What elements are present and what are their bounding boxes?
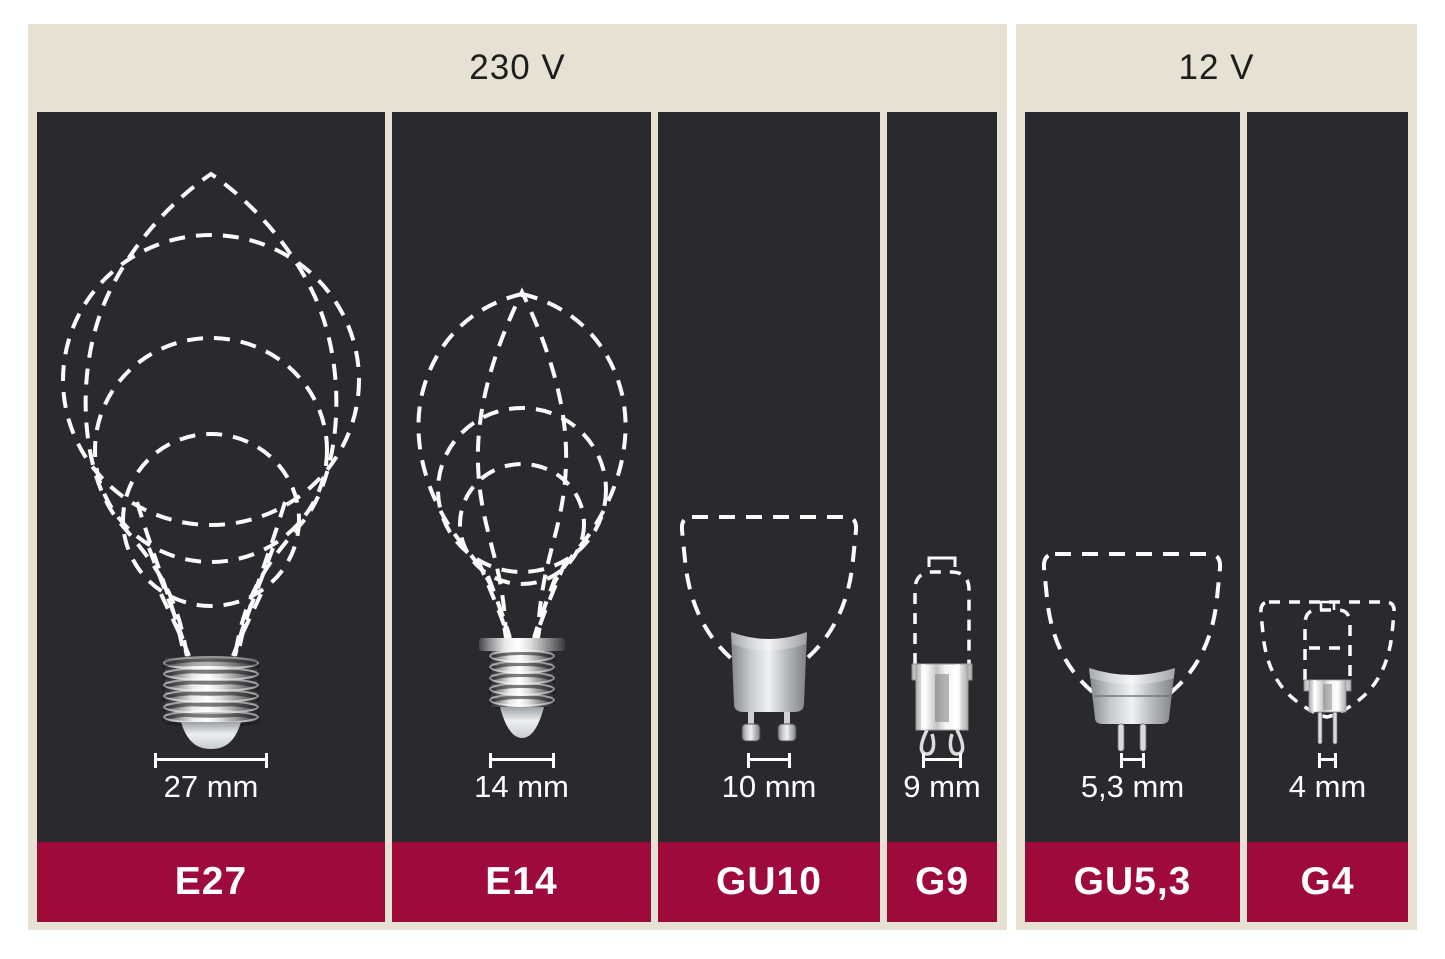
g4-glass-base-illustration	[1303, 679, 1352, 745]
voltage-header-230v: 230 V	[469, 48, 566, 87]
e14-socket-name: E14	[485, 860, 558, 903]
e14-diameter-label: 14 mm	[474, 769, 569, 804]
gu10-socket-name: GU10	[716, 860, 822, 903]
socket-column-e14: 14 mm E14	[392, 112, 651, 922]
gu53-bulb-outline-icon	[1041, 552, 1223, 752]
gu53-bulb-area: 5,3 mm	[1025, 112, 1240, 842]
e14-label-bar: E14	[392, 842, 651, 922]
g9-glass-base-illustration	[911, 663, 973, 756]
gu53-base-illustration	[1089, 668, 1175, 752]
e14-bulb-area: 14 mm	[392, 112, 651, 842]
gu53-pins	[1117, 723, 1147, 752]
columns-12v: 5,3 mm GU5,3	[1025, 112, 1408, 922]
g9-label-bar: G9	[887, 842, 997, 922]
e27-diameter-label: 27 mm	[163, 769, 259, 804]
gu10-measurement: 10 mm	[658, 753, 880, 804]
gu53-label-bar: GU5,3	[1025, 842, 1240, 922]
e14-measure-line	[488, 753, 555, 768]
panel-12v: 12 V	[1016, 24, 1417, 930]
g9-measurement: 9 mm	[887, 753, 997, 804]
gu10-measure-line	[747, 753, 791, 768]
e14-screw-base-illustration	[479, 638, 565, 738]
socket-column-e27: 27 mm E27	[37, 112, 385, 922]
g9-socket-name: G9	[914, 860, 970, 903]
socket-column-gu53: 5,3 mm GU5,3	[1025, 112, 1240, 922]
g4-dashed-reflector-and-capsule-shapes	[1259, 600, 1396, 719]
g9-diameter-label: 9 mm	[903, 769, 981, 804]
e27-screw-base-illustration	[162, 656, 260, 749]
g4-bulb-outline-icon	[1259, 600, 1396, 745]
e14-bulb-outlines-icon	[416, 287, 628, 738]
g4-label-bar: G4	[1247, 842, 1408, 922]
g4-socket-name: G4	[1300, 860, 1355, 903]
columns-230v: 27 mm E27	[37, 112, 998, 922]
e27-bulb-area: 27 mm	[37, 112, 385, 842]
gu53-measure-line	[1120, 753, 1145, 768]
e14-measurement: 14 mm	[392, 753, 651, 804]
e27-socket-name: E27	[174, 860, 248, 903]
gu10-pins	[741, 712, 797, 742]
gu10-bulb-outline-icon	[679, 515, 859, 742]
g4-bulb-area: 4 mm	[1247, 112, 1408, 842]
g4-measurement: 4 mm	[1247, 753, 1408, 804]
socket-column-g4: 4 mm G4	[1247, 112, 1408, 922]
g4-measure-line	[1318, 753, 1337, 768]
e27-measure-line	[154, 753, 268, 768]
socket-column-g9: 9 mm G9	[887, 112, 997, 922]
gu53-socket-name: GU5,3	[1073, 860, 1192, 903]
voltage-header-12v: 12 V	[1178, 48, 1255, 87]
g4-diameter-label: 4 mm	[1288, 769, 1367, 804]
g9-loop-pins	[919, 729, 965, 756]
gu10-diameter-label: 10 mm	[721, 769, 817, 804]
gu53-measurement: 5,3 mm	[1025, 753, 1240, 804]
g9-dashed-capsule-shape	[913, 556, 971, 664]
g4-pins	[1317, 711, 1338, 745]
gu10-label-bar: GU10	[658, 842, 880, 922]
gu10-base-illustration	[731, 632, 807, 742]
g9-measure-line	[922, 753, 962, 768]
e14-dashed-bulb-shapes	[416, 287, 628, 639]
gu10-bulb-area: 10 mm	[658, 112, 880, 842]
g9-bulb-outline-icon	[911, 556, 973, 756]
g9-bulb-area: 9 mm	[887, 112, 997, 842]
panel-230v: 230 V	[28, 24, 1007, 930]
e27-label-bar: E27	[37, 842, 385, 922]
socket-column-gu10: 10 mm GU10	[658, 112, 880, 922]
e27-bulb-outlines-icon	[61, 171, 361, 749]
gu53-diameter-label: 5,3 mm	[1080, 769, 1185, 804]
e27-dashed-bulb-shapes	[61, 171, 361, 657]
e27-measurement: 27 mm	[37, 753, 385, 804]
